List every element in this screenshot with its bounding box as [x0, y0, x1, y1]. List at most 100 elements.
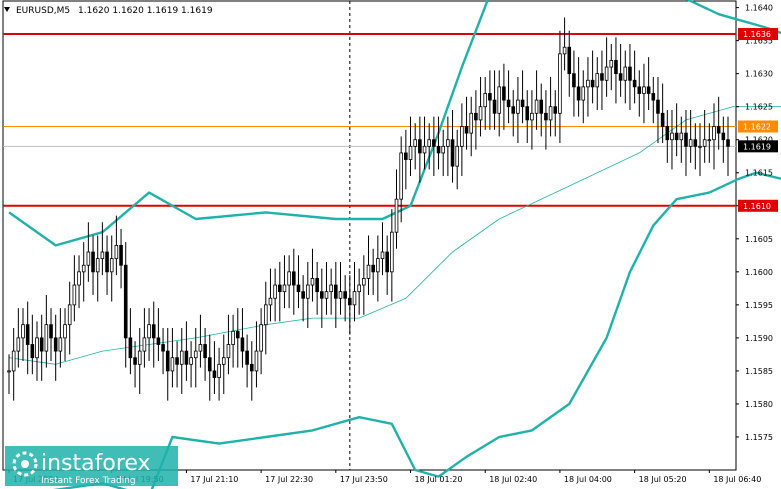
candle-body — [656, 99, 660, 114]
time-tick-label: 18 Jul 06:40 — [713, 475, 761, 484]
candle-body — [362, 278, 366, 286]
candle-body — [315, 278, 319, 293]
candle-body — [539, 99, 544, 114]
candle-body — [320, 291, 324, 299]
candle-body — [548, 106, 553, 121]
candle-body — [441, 145, 446, 154]
candle-body — [366, 264, 371, 279]
candle-body — [301, 291, 305, 299]
price-tick-label: 1.1585 — [745, 367, 773, 376]
candle-body — [380, 251, 385, 260]
candle-body — [660, 112, 665, 127]
candle-body — [390, 231, 394, 273]
candle-body — [721, 132, 726, 141]
candle-body — [665, 126, 670, 141]
chart-menu-triangle-icon[interactable] — [4, 7, 10, 12]
price-tick-label: 1.1635 — [745, 37, 773, 46]
candle-body — [506, 99, 511, 108]
candle-body — [221, 357, 226, 365]
candle-body — [618, 73, 623, 81]
candle-body — [688, 139, 693, 147]
candle-body — [58, 337, 63, 352]
candle-body — [137, 350, 142, 365]
candle-body — [604, 66, 609, 81]
price-level-label-text: 1.1636 — [743, 30, 771, 39]
candle-body — [544, 112, 548, 121]
candle-body — [530, 112, 534, 121]
price-level-label-bg — [738, 28, 778, 41]
candle-body — [109, 258, 114, 273]
candle-body — [418, 139, 422, 154]
candle-body — [446, 139, 450, 147]
candle-body — [240, 337, 245, 352]
candle-body — [609, 60, 614, 68]
candle-body — [49, 324, 53, 339]
price-level-label: 1.1636 — [738, 28, 778, 41]
candle-body — [562, 46, 567, 55]
candle-body — [273, 284, 277, 299]
candle-body — [679, 132, 684, 141]
candle-body — [189, 357, 193, 365]
candles — [7, 17, 730, 401]
candle-body — [203, 344, 207, 359]
candle-body — [175, 357, 179, 365]
candle-body — [516, 99, 520, 114]
price-level-label-text: 1.1619 — [743, 142, 771, 151]
candle-body — [525, 106, 530, 121]
candle-body — [464, 126, 469, 134]
time-tick-label: 18 Jul 04:00 — [564, 475, 612, 484]
candle-body — [385, 251, 389, 273]
candle-body — [371, 264, 375, 273]
candle-body — [436, 145, 441, 154]
candle-body — [357, 284, 361, 293]
candle-body — [310, 278, 315, 286]
candle-body — [567, 46, 572, 75]
candle-body — [151, 324, 156, 339]
candle-body — [511, 106, 516, 114]
candle-body — [282, 284, 287, 293]
candle-body — [30, 344, 35, 359]
price-level-label-text: 1.1622 — [743, 123, 771, 132]
candle-body — [590, 79, 595, 88]
candle-body — [156, 337, 161, 345]
candle-body — [572, 73, 576, 88]
candle-body — [259, 324, 263, 352]
price-level-label: 1.1610 — [738, 199, 778, 212]
price-tick-label: 1.1575 — [745, 433, 773, 442]
time-tick-label: 17 Jul 23:50 — [340, 475, 388, 484]
price-tick-label: 1.1640 — [745, 4, 773, 13]
candle-body — [91, 251, 95, 273]
candle-body — [329, 284, 333, 293]
candle-body — [77, 271, 81, 286]
candle-body — [558, 53, 562, 114]
price-tick-label: 1.1590 — [745, 334, 773, 343]
upper-band-line — [8, 0, 781, 247]
candle-body — [291, 271, 296, 286]
candle-body — [226, 344, 231, 359]
candle-body — [520, 99, 525, 108]
candle-body — [53, 337, 58, 352]
candle-body — [628, 66, 632, 81]
candle-body — [726, 139, 730, 147]
candle-body — [422, 145, 427, 154]
candle-body — [207, 357, 212, 372]
price-tick-label: 1.1615 — [745, 169, 773, 178]
candle-body — [100, 251, 105, 260]
candle-body — [460, 126, 464, 147]
price-tick-label: 1.1605 — [745, 235, 773, 244]
time-tick-label: 18 Jul 01:20 — [415, 475, 463, 484]
price-tick-label: 1.1600 — [745, 268, 773, 277]
time-tick-label: 18 Jul 05:20 — [639, 475, 687, 484]
price-tick-label: 1.1595 — [745, 301, 773, 310]
candle-body — [184, 350, 189, 365]
candle-body — [95, 258, 100, 273]
candle-body — [595, 73, 600, 88]
price-tick-label: 1.1630 — [745, 70, 773, 79]
candle-body — [165, 350, 170, 372]
candle-body — [7, 370, 11, 373]
watermark-brand: instaforex — [41, 451, 151, 476]
candle-body — [16, 337, 21, 352]
candle-body — [25, 324, 30, 345]
candle-body — [581, 86, 586, 101]
